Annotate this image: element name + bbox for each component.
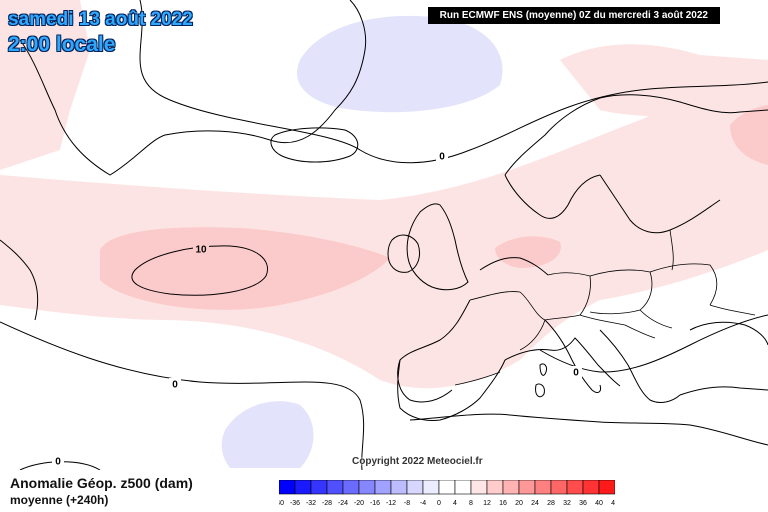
color-scale-tick: 24: [531, 500, 539, 507]
color-scale-tick: 4: [453, 500, 457, 507]
legend-footer: Anomalie Géop. z500 (dam) moyenne (+240h…: [0, 470, 768, 512]
contour-zero-south: [0, 321, 365, 470]
coastlines: [0, 0, 768, 446]
british-isles-coast: [406, 203, 469, 291]
contour-label-zero-east: 0: [573, 368, 579, 379]
contour-label-zero-south: 0: [55, 457, 61, 468]
baltic-coast: [599, 174, 721, 234]
color-swatch: [358, 480, 376, 495]
legend-title: Anomalie Géop. z500 (dam): [10, 475, 193, 491]
greenland-coast: [19, 0, 367, 176]
color-scale-tick: -40: [279, 500, 284, 507]
scandinavia-coast: [504, 94, 768, 176]
color-swatch: [534, 480, 552, 495]
color-scale-tick: 12: [483, 500, 491, 507]
contour-zero-east: [539, 314, 768, 373]
color-swatch: [438, 480, 456, 495]
balkans-coast: [599, 329, 681, 403]
color-scale-tick: -20: [354, 500, 364, 507]
color-scale-tick: -32: [306, 500, 316, 507]
contour-lines: [0, 0, 768, 470]
country-borders: [454, 229, 756, 386]
color-scale-tick: 8: [469, 500, 473, 507]
borders-east: [639, 229, 756, 329]
turkey-coast: [679, 386, 768, 396]
borders-poland: [589, 269, 653, 315]
color-scale-tick: -36: [290, 500, 300, 507]
positive-anomaly-north: [0, 0, 90, 170]
color-scale-tick: 44: [611, 500, 615, 507]
ireland-coast: [387, 234, 421, 273]
color-swatch: [502, 480, 520, 495]
positive-anomaly-band: [0, 70, 768, 389]
color-scale-tick: -12: [386, 500, 396, 507]
iceland-coast: [270, 127, 359, 163]
color-scale-bar: -40-36-32-28-24-20-16-12-8-4048121620242…: [279, 480, 615, 507]
color-swatch: [406, 480, 424, 495]
norway-west-coast: [504, 174, 601, 219]
color-scale-tick: 32: [563, 500, 571, 507]
color-swatch: [454, 480, 472, 495]
corsica-sardinia: [535, 363, 547, 398]
run-info-banner: Run ECMWF ENS (moyenne) 0Z du mercredi 3…: [427, 7, 720, 24]
negative-anomaly-south: [221, 401, 314, 468]
color-swatch: [566, 480, 584, 495]
positive-anomaly-core-russia: [730, 105, 768, 165]
color-swatch: [390, 480, 408, 495]
borders-central: [579, 263, 718, 339]
contour-label-ten: 10: [195, 245, 207, 256]
color-scale-tick: 28: [547, 500, 555, 507]
color-scale-tick: 20: [515, 500, 523, 507]
forecast-time: 2:00 locale: [8, 33, 116, 56]
color-swatch: [470, 480, 488, 495]
positive-anomaly-northeast: [560, 44, 768, 120]
iberia-coast: [397, 359, 506, 421]
borders-france: [469, 291, 546, 351]
black-sea-coast: [689, 321, 768, 346]
forecast-date: samedi 13 août 2022: [8, 9, 193, 30]
color-scale-tick: -4: [420, 500, 426, 507]
color-scale-tick: -8: [404, 500, 410, 507]
color-swatch: [374, 480, 392, 495]
color-swatch: [279, 480, 296, 495]
copyright-notice: Copyright 2022 Meteociel.fr: [352, 456, 483, 467]
north-africa-coast: [409, 413, 768, 446]
color-swatch: [342, 480, 360, 495]
color-swatch: [598, 480, 615, 495]
anomaly-map: 0 10 0 0 0: [0, 0, 768, 470]
color-scale-tick: 36: [579, 500, 587, 507]
color-swatch: [486, 480, 504, 495]
legend-subtitle: moyenne (+240h): [10, 493, 109, 507]
contour-label-zero-mid: 0: [172, 380, 178, 391]
color-swatch: [294, 480, 312, 495]
positive-anomaly-core-netherlands: [495, 236, 561, 268]
color-swatch: [582, 480, 600, 495]
borders-spain: [454, 371, 501, 386]
color-scale-tick: 40: [595, 500, 603, 507]
negative-anomaly-north: [296, 15, 503, 113]
color-scale-tick: -24: [338, 500, 348, 507]
positive-anomaly-core-atlantic: [100, 227, 390, 310]
contour-ten: [131, 245, 268, 296]
canada-coast: [0, 239, 39, 321]
color-swatch: [310, 480, 328, 495]
mediterranean-north-coast: [504, 337, 621, 387]
italy-coast: [544, 319, 601, 393]
anomaly-shading: [0, 0, 768, 468]
color-scale-tick: -28: [322, 500, 332, 507]
color-swatch: [550, 480, 568, 495]
color-scale-tick: 16: [499, 500, 507, 507]
contour-label-zero-north: 0: [439, 152, 445, 163]
contour-zero-north: [139, 0, 768, 164]
color-swatch: [518, 480, 536, 495]
color-swatch: [326, 480, 344, 495]
color-scale-tick: -16: [370, 500, 380, 507]
color-scale-tick: 0: [437, 500, 441, 507]
color-swatch: [422, 480, 440, 495]
borders-germany: [544, 272, 591, 321]
